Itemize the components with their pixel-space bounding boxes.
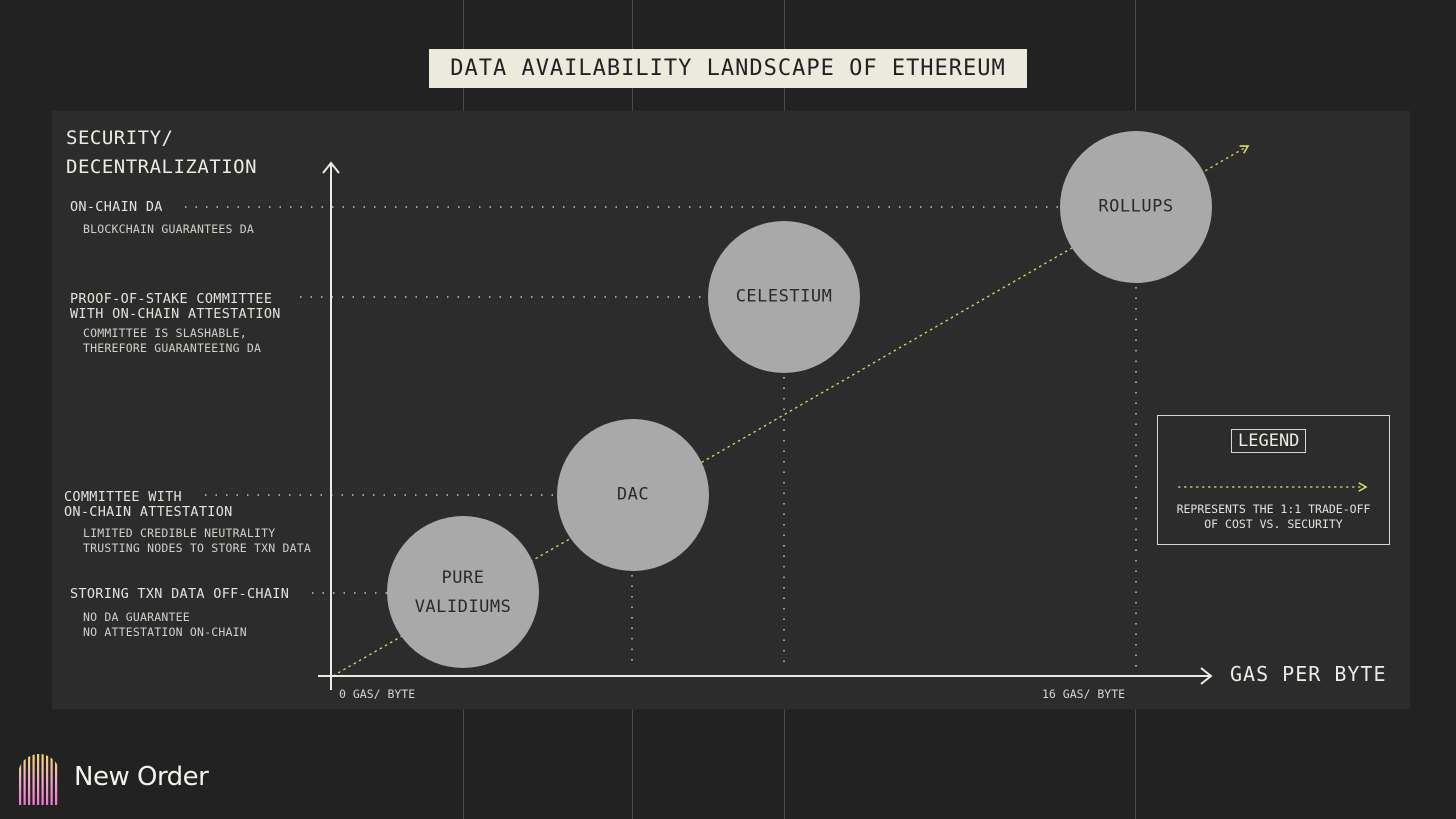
level-label-pos-committee: PROOF-OF-STAKE COMMITTEE WITH ON-CHAIN A… [70,291,281,322]
level-desc-off-chain: NO DA GUARANTEE NO ATTESTATION ON-CHAIN [83,610,247,639]
x-axis-label: GAS PER BYTE [1230,662,1387,686]
node-circle-rollups [1060,131,1212,283]
node-circle-dac [557,419,709,571]
node-circle-pure-validiums [387,516,539,668]
level-label-committee: COMMITTEE WITH ON-CHAIN ATTESTATION [64,489,233,520]
y-axis-label: SECURITY/ DECENTRALIZATION [66,127,258,178]
node-label-celestium: CELESTIUM [735,286,833,307]
node-label-rollups: ROLLUPS [1098,196,1174,217]
x-tick-max: 16 GAS/ BYTE [1042,687,1126,701]
level-desc-on-chain-da: BLOCKCHAIN GUARANTEES DA [83,222,254,236]
x-axis-arrow [1200,667,1213,685]
node-label-dac: DAC [616,484,650,505]
brand-name: New Order [74,762,209,792]
diagram-title: DATA AVAILABILITY LANDSCAPE OF ETHEREUM [429,49,1027,88]
level-desc-committee: LIMITED CREDIBLE NEUTRALITY TRUSTING NOD… [83,526,311,555]
level-label-on-chain-da: ON-CHAIN DA [70,199,163,215]
new-order-logo-icon [19,754,58,805]
legend-title: LEGEND [1231,429,1307,453]
legend-description: REPRESENTS THE 1:1 TRADE-OFF OF COST VS.… [1176,502,1371,531]
node-label-pure-validiums: PURE VALIDIUMS [414,568,512,617]
level-desc-pos-committee: COMMITTEE IS SLASHABLE, THEREFORE GUARAN… [83,326,262,355]
legend: LEGEND REPRESENTS THE 1:1 TRADE-OFF OF C… [1157,415,1390,545]
x-tick-min: 0 GAS/ BYTE [339,687,416,701]
level-label-off-chain: STORING TXN DATA OFF-CHAIN [70,586,290,602]
y-axis-arrow [322,161,340,174]
node-circle-celestium [708,221,860,373]
